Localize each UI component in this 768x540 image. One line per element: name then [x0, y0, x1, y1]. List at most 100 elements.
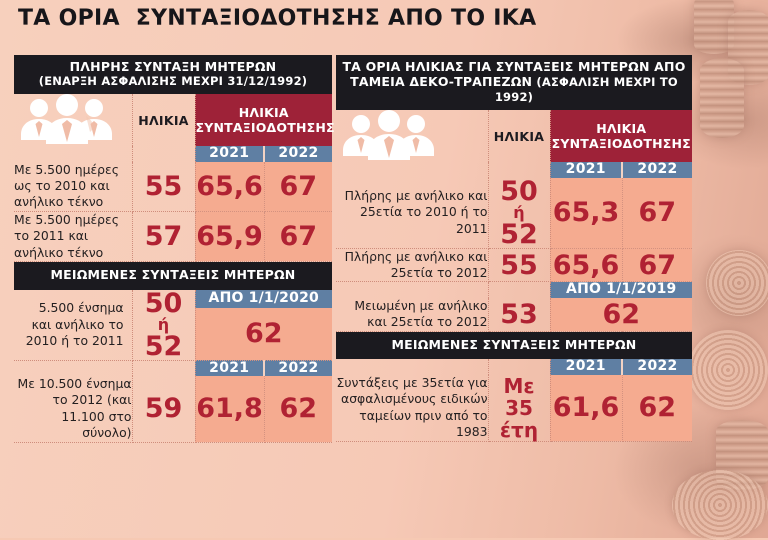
right-col-retirement-label: ΗΛΙΚΙΑ ΣΥΝΤΑΞΙΟΔΟΤΗΣΗΣ [550, 110, 693, 163]
left-col-retirement-line2: ΣΥΝΤΑΞΙΟΔΟΤΗΣΗΣ [195, 120, 335, 136]
row-age: 53 [488, 297, 551, 332]
row-description: Συντάξεις με 35ετία για ασφαλισμένους ει… [336, 374, 489, 442]
row-description: 5.500 ένσημα και ανήλικο το 2010 ή το 20… [14, 289, 133, 361]
right-panel: ΤΑ ΟΡΙΑ ΗΛΙΚΙΑΣ ΓΙΑ ΣΥΝΤΑΞΕΙΣ ΜΗΤΕΡΩΝ ΑΠ… [336, 55, 693, 442]
left-from-date-band: ΑΠΟ 1/1/2020 [195, 289, 332, 309]
row-description: Πλήρης με ανήλικο και 25ετία το 2012 [336, 248, 489, 283]
left-col-retirement-label: ΗΛΙΚΙΑ ΣΥΝΤΑΞΙΟΔΟΤΗΣΗΣ [195, 94, 335, 147]
spacer [132, 146, 196, 162]
left-section-header-reduced: ΜΕΙΩΜΕΝΕΣ ΣΥΝΤΑΞΕΙΣ ΜΗΤΕΡΩΝ [14, 261, 332, 290]
table-header-row: ΗΛΙΚΙΑ ΗΛΙΚΙΑ ΣΥΝΤΑΞΙΟΔΟΤΗΣΗΣ [336, 110, 693, 163]
spacer [488, 162, 551, 178]
row-description: Με 10.500 ένσημα το 2012 (και 11.100 στο… [14, 376, 133, 443]
row-age-range: 50 ή 52 [132, 287, 196, 362]
spacer [14, 146, 133, 162]
right-year-2021: 2021 [550, 161, 623, 178]
coin-stack [694, 0, 734, 54]
left-from-date-band-row: 5.500 ένσημα και ανήλικο το 2010 ή το 20… [14, 289, 332, 361]
row-age: 57 [132, 211, 196, 262]
row-description: Με 5.500 ημέρες το 2011 και ανήλικο τέκν… [14, 211, 133, 262]
right-col-retirement-line2: ΣΥΝΤΑΞΙΟΔΟΤΗΣΗΣ [551, 136, 691, 152]
row-age: 59 [132, 376, 196, 443]
table-row: Συντάξεις με 35ετία για ασφαλισμένους ει… [336, 374, 692, 442]
right-panel-header-line2-rest: (ΑΣΦΑΛΙΣΗ ΜΕΧΡΙ ΤΟ 1992) [494, 74, 678, 104]
table-row: Πλήρης με ανήλικο και 25ετία το 2012 55 … [336, 248, 693, 283]
left-year-band-row: 2021 2022 [14, 145, 333, 162]
coin-face [706, 250, 768, 316]
coin-stack [700, 58, 744, 138]
row-value-2022: 67 [264, 211, 333, 262]
right-year-band-row: 2021 2022 [336, 161, 693, 178]
spacer [132, 360, 196, 377]
row-age-top: 50 [144, 287, 183, 319]
row-age-range: 50 ή 52 [488, 175, 551, 250]
right-from-date-band: ΑΠΟ 1/1/2019 [550, 282, 693, 298]
row-value-2022: 67 [622, 248, 693, 283]
right-col-age-label: ΗΛΙΚΙΑ [488, 110, 551, 163]
left-section-year-band-row: 2021 2022 [14, 360, 332, 377]
right-section-year-band-row: 2021 2022 [336, 358, 692, 375]
coin-face [688, 330, 768, 410]
right-section-year-2022: 2022 [622, 358, 692, 375]
right-panel-header-line2: ΤΑΜΕΙΑ ΔΕΚΟ-ΤΡΑΠΕΖΩΝ (ΑΣΦΑΛΙΣΗ ΜΕΧΡΙ ΤΟ … [342, 73, 686, 105]
people-group-icon [343, 110, 434, 161]
row-value-2022: 62 [622, 374, 692, 442]
row-age: 55 [132, 161, 196, 212]
left-panel-header-line1: ΠΛΗΡΗΣ ΣΥΝΤΑΞΗ ΜΗΤΕΡΩΝ [69, 59, 277, 74]
right-table-reduced-pension: 2021 2022 Συντάξεις με 35ετία για ασφαλι… [336, 358, 692, 442]
table-row: Πλήρης με ανήλικο και 25ετία το 2010 ή τ… [336, 175, 693, 250]
right-reduced-band-row: ΑΠΟ 1/1/2019 [336, 281, 693, 298]
right-section-header-reduced: ΜΕΙΩΜΕΝΕΣ ΣΥΝΤΑΞΕΙΣ ΜΗΤΕΡΩΝ [336, 331, 692, 360]
row-value-from-2020: 62 [195, 308, 332, 361]
spacer [14, 360, 133, 377]
left-section-year-2022: 2022 [264, 360, 332, 377]
row-value-from-2019: 62 [550, 297, 693, 332]
page-title: ΤΑ ΟΡΙΑ ΣΥΝΤΑΞΙΟΔΟΤΗΣΗΣ ΑΠΟ ΤΟ ΙΚΑ [18, 6, 537, 31]
table-row: Μειωμένη με ανήλικο και 25ετία το 2012 5… [336, 297, 693, 332]
spacer [488, 281, 551, 298]
left-col-age-label: ΗΛΙΚΙΑ [132, 94, 196, 147]
row-value-2022: 62 [264, 376, 332, 443]
row-description: Μειωμένη με ανήλικο και 25ετία το 2012 [336, 297, 489, 332]
spacer [336, 162, 489, 178]
people-icon-cell [14, 94, 133, 147]
right-year-2022: 2022 [622, 161, 693, 178]
row-age-or: ή [157, 314, 170, 334]
left-section-year-2021: 2021 [195, 360, 265, 377]
left-col-retirement-line1: ΗΛΙΚΙΑ [238, 104, 289, 120]
table-header-row: ΗΛΙΚΙΑ ΗΛΙΚΙΑ ΣΥΝΤΑΞΙΟΔΟΤΗΣΗΣ [14, 94, 335, 147]
row-age-line2: 35 έτη [499, 395, 539, 442]
spacer [336, 281, 489, 298]
row-description: Με 5.500 ημέρες ως το 2010 και ανήλικο τ… [14, 161, 133, 212]
spacer [336, 359, 489, 375]
left-panel-header: ΠΛΗΡΗΣ ΣΥΝΤΑΞΗ ΜΗΤΕΡΩΝ (ΕΝΑΡΞΗ ΑΣΦΑΛΙΣΗΣ… [14, 55, 332, 95]
table-row: 62 [14, 308, 332, 361]
right-panel-header-line2-bold: ΤΑΜΕΙΑ ΔΕΚΟ-ΤΡΑΠΕΖΩΝ [350, 73, 533, 89]
coin-face [672, 470, 768, 540]
table-row: Με 10.500 ένσημα το 2012 (και 11.100 στο… [14, 376, 332, 443]
left-year-2022: 2022 [264, 145, 333, 162]
row-age-years: Με 35 έτη [488, 374, 551, 442]
row-age-bottom: 52 [144, 330, 183, 362]
row-age-bottom: 52 [500, 218, 538, 250]
row-value-2022: 67 [264, 161, 333, 212]
row-description: Πλήρης με ανήλικο και 25ετία το 2010 ή τ… [336, 177, 489, 249]
left-panel-header-line2: (ΕΝΑΡΞΗ ΑΣΦΑΛΙΣΗΣ ΜΕΧΡΙ 31/12/1992) [38, 73, 308, 88]
right-panel-header-line1: ΤΑ ΟΡΙΑ ΗΛΙΚΙΑΣ ΓΙΑ ΣΥΝΤΑΞΕΙΣ ΜΗΤΕΡΩΝ ΑΠ… [342, 59, 686, 74]
left-panel: ΠΛΗΡΗΣ ΣΥΝΤΑΞΗ ΜΗΤΕΡΩΝ (ΕΝΑΡΞΗ ΑΣΦΑΛΙΣΗΣ… [14, 55, 335, 443]
row-value-2021: 65,6 [550, 248, 623, 283]
table-row: Με 5.500 ημέρες το 2011 και ανήλικο τέκν… [14, 211, 333, 262]
left-table-reduced-pension: 5.500 ένσημα και ανήλικο το 2010 ή το 20… [14, 289, 332, 443]
left-year-2021: 2021 [195, 145, 265, 162]
row-value-2021: 61,6 [550, 374, 623, 442]
row-value-2021: 65,3 [550, 177, 623, 249]
row-age-or: ή [513, 202, 525, 222]
row-value-2021: 65,6 [195, 161, 265, 212]
row-age-top: 50 [500, 175, 538, 207]
row-value-2021: 61,8 [195, 376, 265, 443]
row-value-2021: 65,9 [195, 211, 265, 262]
row-age: 55 [488, 248, 551, 283]
people-group-icon [21, 94, 112, 145]
right-col-retirement-line1: ΗΛΙΚΙΑ [596, 120, 647, 136]
people-icon-cell [336, 110, 489, 163]
